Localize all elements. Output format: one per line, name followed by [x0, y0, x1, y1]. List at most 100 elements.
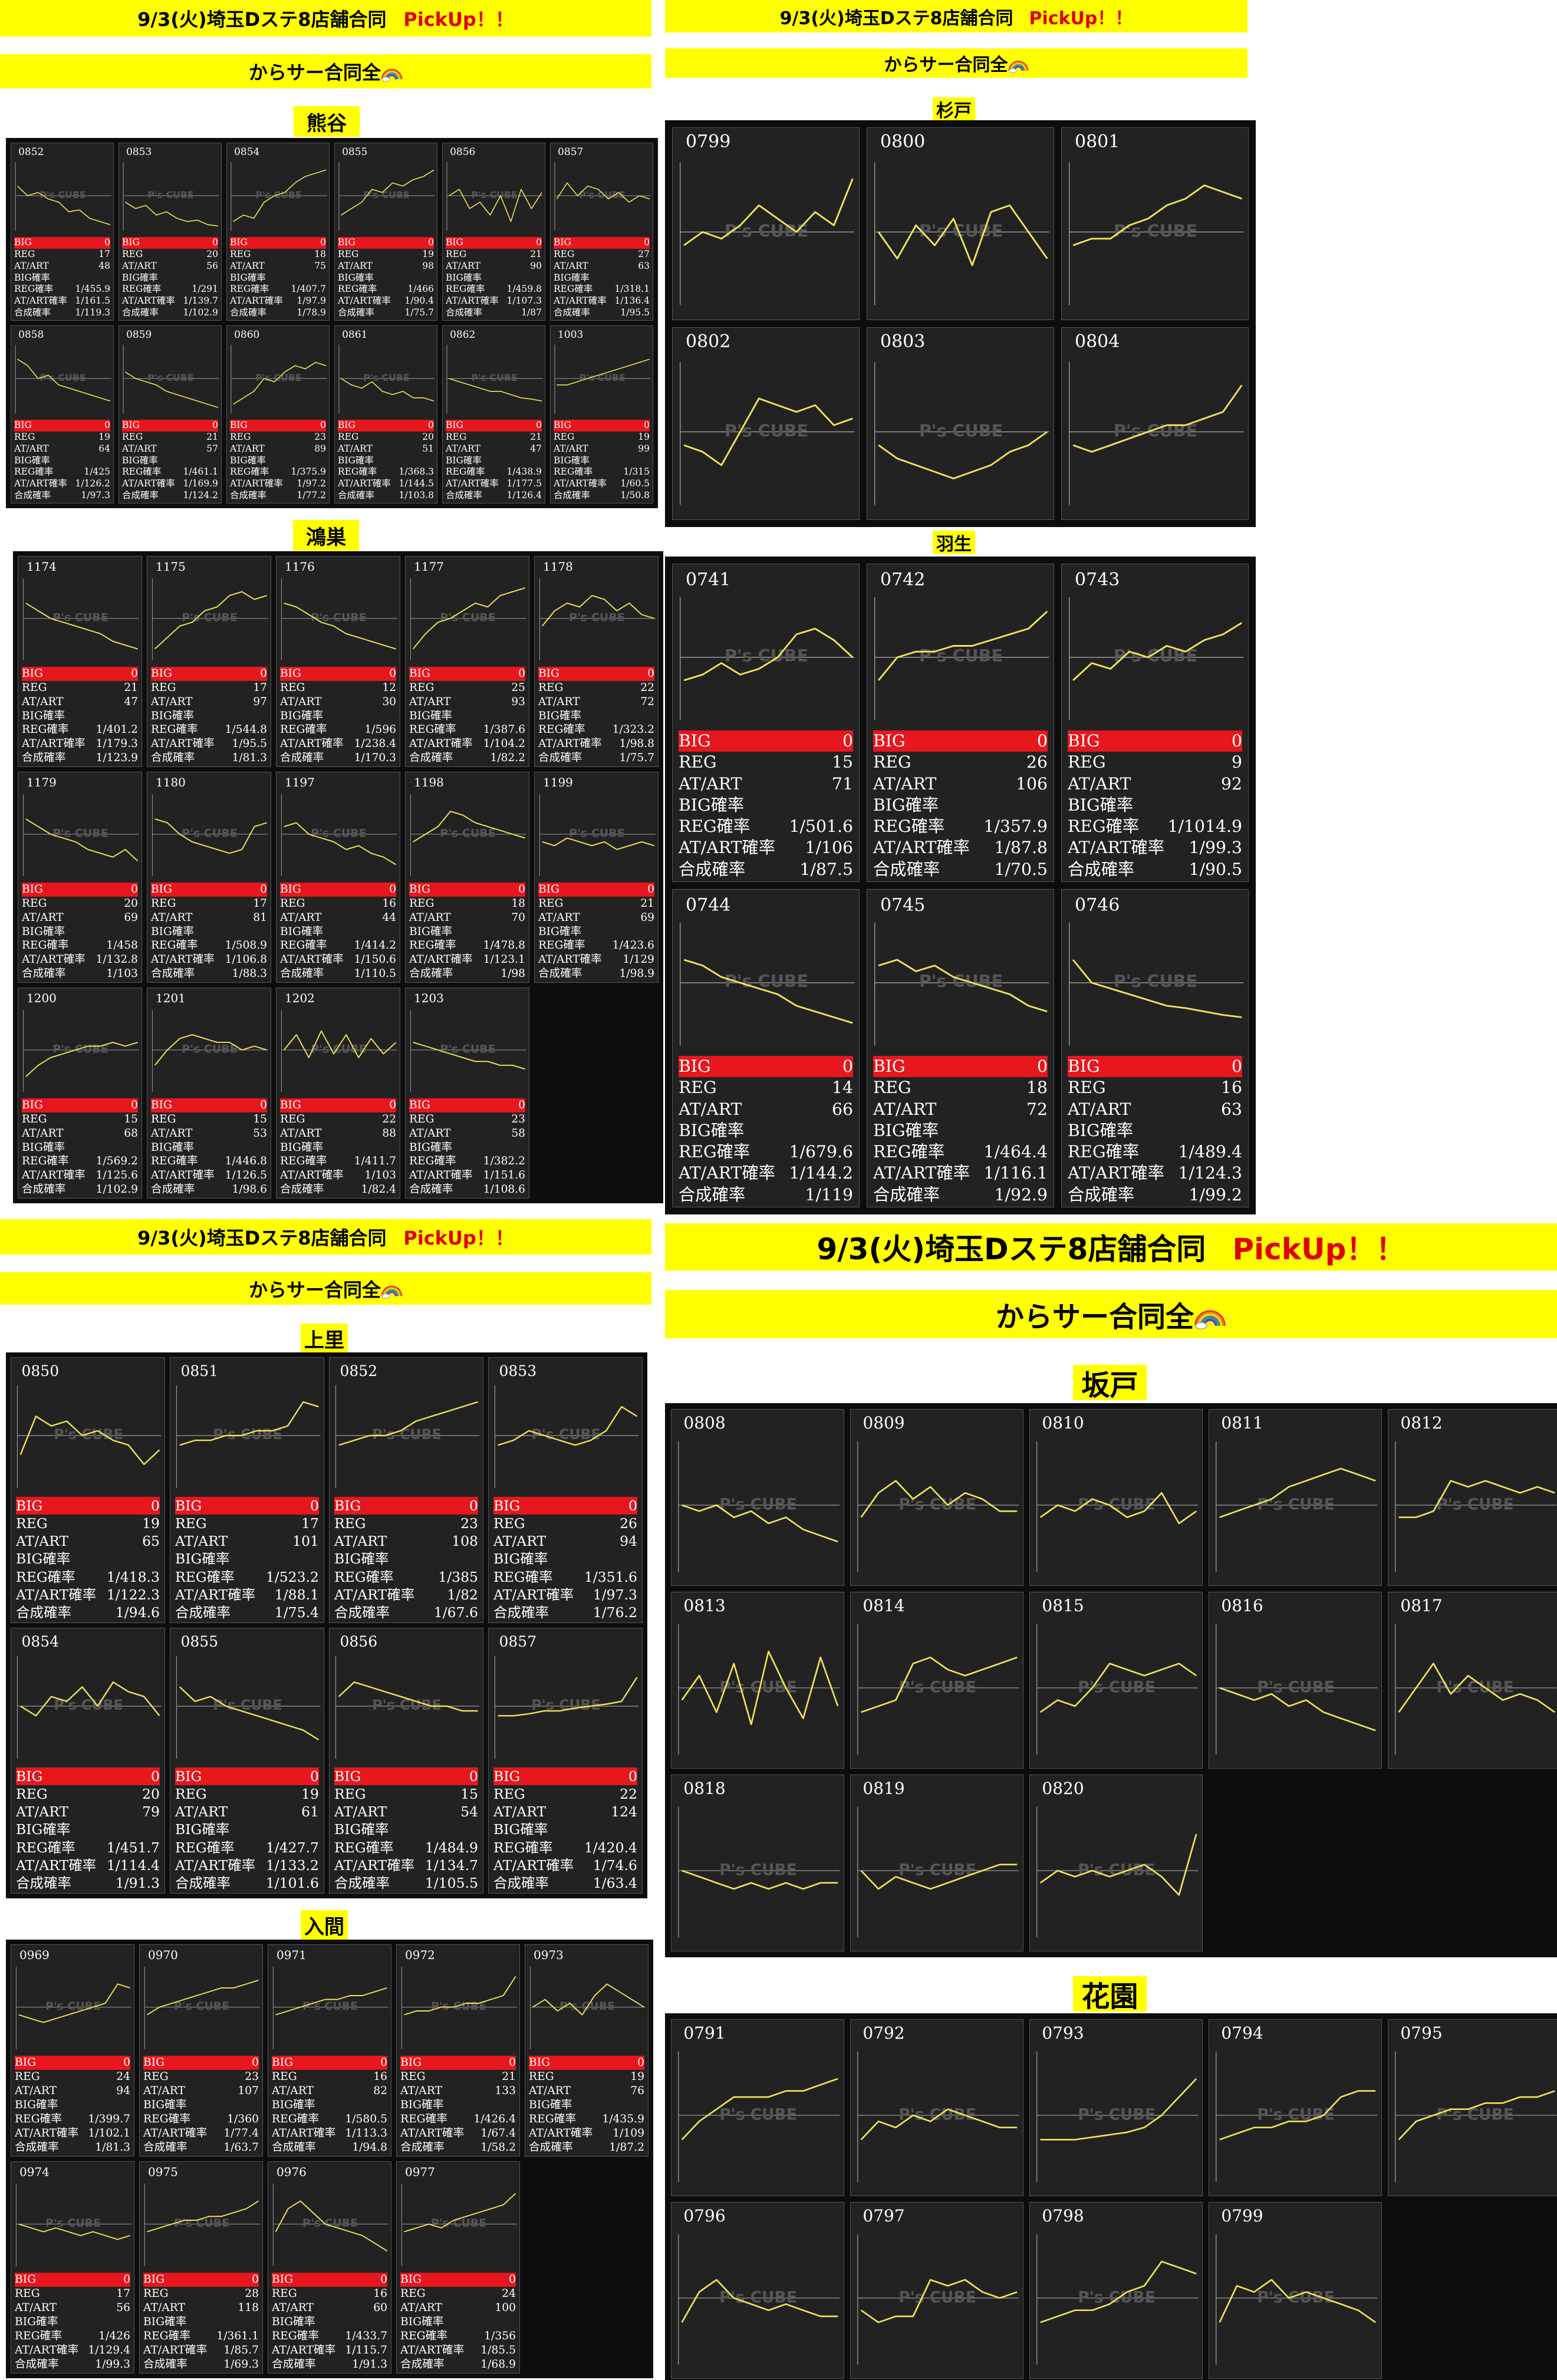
- stat-row: 合成確率 1/69.3: [143, 2358, 259, 2372]
- stat-value: 1/484.9: [424, 1839, 478, 1856]
- stat-row: 合成確率 1/75.4: [175, 1604, 319, 1621]
- stat-row: AT/ART確率 1/129: [538, 953, 654, 967]
- stat-label: BIG: [538, 883, 559, 896]
- stat-row: AT/ART 75: [230, 261, 326, 272]
- stat-label: REG: [409, 897, 434, 910]
- stat-row: BIG確率: [873, 795, 1048, 816]
- machine-number: 1199: [539, 775, 573, 790]
- stat-label: REG: [538, 897, 564, 910]
- stat-row: BIG確率: [538, 709, 654, 723]
- stat-value: 0: [518, 667, 525, 680]
- machine-number: 0854: [17, 1632, 60, 1651]
- watermark: P's CUBE: [174, 2000, 229, 2013]
- stat-row: AT/ART確率 1/123.1: [409, 953, 525, 967]
- stat-row: 合成確率 1/99.3: [15, 2358, 130, 2372]
- stat-label: REG確率: [493, 1839, 553, 1856]
- graph-line: [498, 1405, 638, 1446]
- stat-row: BIG確率: [175, 1821, 319, 1838]
- stat-label: AT/ART確率: [15, 2127, 79, 2139]
- stat-value: 20: [124, 897, 138, 910]
- machine-card: 1178 P's CUBE BIG 0 REG 22 AT/ART 72 BIG確率 REG確率 1…: [534, 556, 659, 767]
- stat-label: REG確率: [280, 939, 327, 952]
- machine-number: 1197: [281, 775, 315, 790]
- stat-label: BIG確率: [175, 1551, 230, 1568]
- stat-row: REG 19: [175, 1785, 319, 1803]
- stat-row: AT/ART 71: [679, 773, 853, 795]
- stat-label: BIG: [554, 420, 571, 430]
- graph-line: [682, 1504, 838, 1543]
- slump-graph: P's CUBE: [1216, 2051, 1378, 2183]
- stat-value: 1/67.4: [480, 2127, 516, 2139]
- stat-row: AT/ART 89: [230, 443, 326, 455]
- stat-value: 0: [151, 1768, 160, 1785]
- stat-label: BIG: [122, 237, 140, 248]
- graph-line: [233, 169, 327, 222]
- machine-card: 0858 P's CUBE BIG 0 REG 19 AT/ART 64 BIG確率 REG確率 1…: [11, 325, 114, 503]
- watermark: P's CUBE: [1078, 1861, 1156, 1879]
- stat-row: REG確率 1/455.9: [14, 284, 110, 295]
- stats-table: BIG 0 REG 17 AT/ART 97 BIG確率 REG確率 1/544.8 AT/ART…: [151, 667, 267, 765]
- stat-label: AT/ART確率: [143, 2127, 208, 2139]
- stat-value: 0: [389, 883, 396, 896]
- stat-label: AT/ART確率: [1068, 838, 1165, 858]
- machine-number: 0853: [123, 146, 152, 159]
- graph-line: [17, 358, 111, 401]
- stat-label: AT/ART確率: [554, 478, 607, 489]
- stat-row: 合成確率 1/119: [679, 1184, 853, 1206]
- slump-graph: P's CUBE: [446, 162, 543, 231]
- stat-value: 0: [536, 420, 542, 430]
- stat-value: 72: [1026, 1099, 1048, 1119]
- stat-label: BIG: [280, 667, 301, 680]
- slump-graph: P's CUBE: [678, 1624, 840, 1755]
- stat-label: REG: [16, 1786, 48, 1803]
- watermark: P's CUBE: [919, 421, 1003, 441]
- stat-label: REG: [554, 248, 575, 259]
- stat-row: BIG確率: [16, 1550, 160, 1568]
- watermark: P's CUBE: [440, 1043, 495, 1056]
- slump-graph: P's CUBE: [554, 344, 651, 414]
- stats-table: BIG 0 REG 21 AT/ART 69 BIG確率 REG確率 1/423.6 AT/ART…: [538, 883, 654, 981]
- stat-row: AT/ART 72: [873, 1099, 1048, 1120]
- machine-number: 1203: [410, 991, 444, 1006]
- stat-value: 1/75.7: [404, 307, 434, 318]
- stat-row: 合成確率 1/50.8: [554, 490, 650, 502]
- machine-number: 0812: [1395, 1413, 1442, 1433]
- machine-card: 0852 P's CUBE BIG 0 REG 23 AT/ART 108 BIG確率 REG確率…: [329, 1357, 483, 1623]
- stat-label: REG確率: [16, 1568, 75, 1585]
- stat-label: 合成確率: [446, 307, 483, 318]
- stat-value: 18: [511, 897, 525, 910]
- stat-row: BIG 0: [175, 1497, 319, 1515]
- stat-row: 合成確率 1/92.9: [873, 1184, 1048, 1206]
- stat-row: REG確率 1/596: [280, 723, 396, 737]
- watermark: P's CUBE: [302, 2217, 358, 2230]
- machine-card: 0859 P's CUBE BIG 0 REG 21 AT/ART 57 BIG確率 REG確率 1…: [118, 325, 222, 503]
- stat-label: BIG確率: [151, 1141, 195, 1154]
- graph-line: [860, 1864, 1018, 1890]
- stat-row: 合成確率 1/99.2: [1068, 1184, 1242, 1206]
- stat-value: 69: [124, 911, 138, 924]
- stat-label: AT/ART: [1068, 1099, 1131, 1119]
- machine-number: 0745: [875, 894, 925, 917]
- stat-value: 1/75.7: [619, 752, 655, 765]
- stat-value: 97: [253, 695, 267, 708]
- stat-row: AT/ART確率 1/113.3: [272, 2126, 387, 2141]
- stat-row: REG 15: [151, 1112, 267, 1127]
- machine-card: 1201 P's CUBE BIG 0 REG 15 AT/ART 53 BIG確率 REG確率 1…: [147, 987, 271, 1199]
- machine-number: 0860: [231, 329, 259, 341]
- stat-label: REG: [15, 2287, 40, 2300]
- stat-label: AT/ART: [679, 773, 742, 794]
- graph-line: [413, 811, 525, 842]
- stat-label: 合成確率: [230, 307, 267, 318]
- machine-card: 0855 P's CUBE BIG 0 REG 19 AT/ART 98 BIG確率 REG確率 1…: [334, 143, 437, 321]
- stat-row: REG 22: [538, 681, 654, 695]
- slump-graph: P's CUBE: [22, 794, 139, 876]
- stat-label: BIG: [1068, 1056, 1100, 1076]
- machine-number: 0814: [858, 1595, 904, 1616]
- stat-value: 1/97.9: [297, 295, 326, 307]
- stat-value: 1/87.8: [994, 838, 1048, 858]
- machine-card: 0809 P's CUBE: [850, 1409, 1023, 1586]
- stat-row: BIG 0: [554, 237, 650, 249]
- stat-row: BIG確率: [679, 795, 853, 816]
- stat-label: BIG: [409, 883, 430, 896]
- stat-row: BIG確率: [338, 455, 434, 467]
